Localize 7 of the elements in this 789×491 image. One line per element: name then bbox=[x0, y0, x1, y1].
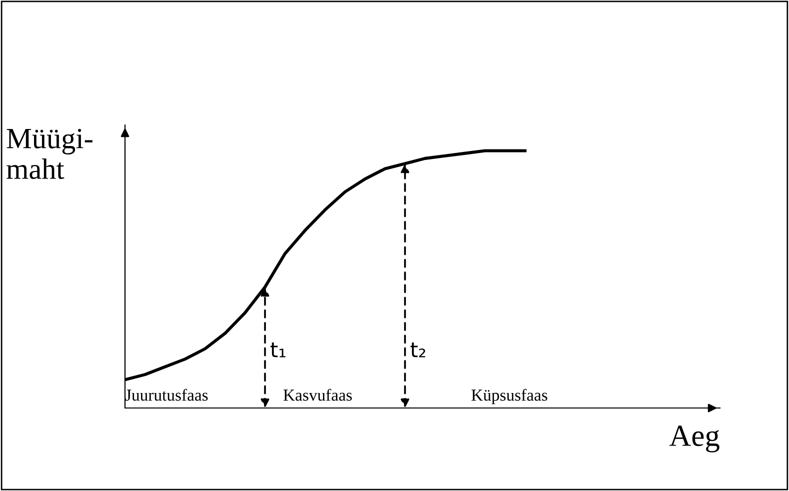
annotation: t₁ bbox=[270, 342, 286, 358]
x-axis-title: Aeg bbox=[669, 426, 720, 452]
annotation: Juurutusfaas bbox=[125, 388, 208, 401]
annotation: Kasvufaas bbox=[283, 388, 352, 401]
annotation: t₂ bbox=[410, 342, 426, 358]
annotation: Küpsusfaas bbox=[471, 388, 548, 404]
y-axis-title: Müügi- maht bbox=[6, 128, 92, 180]
